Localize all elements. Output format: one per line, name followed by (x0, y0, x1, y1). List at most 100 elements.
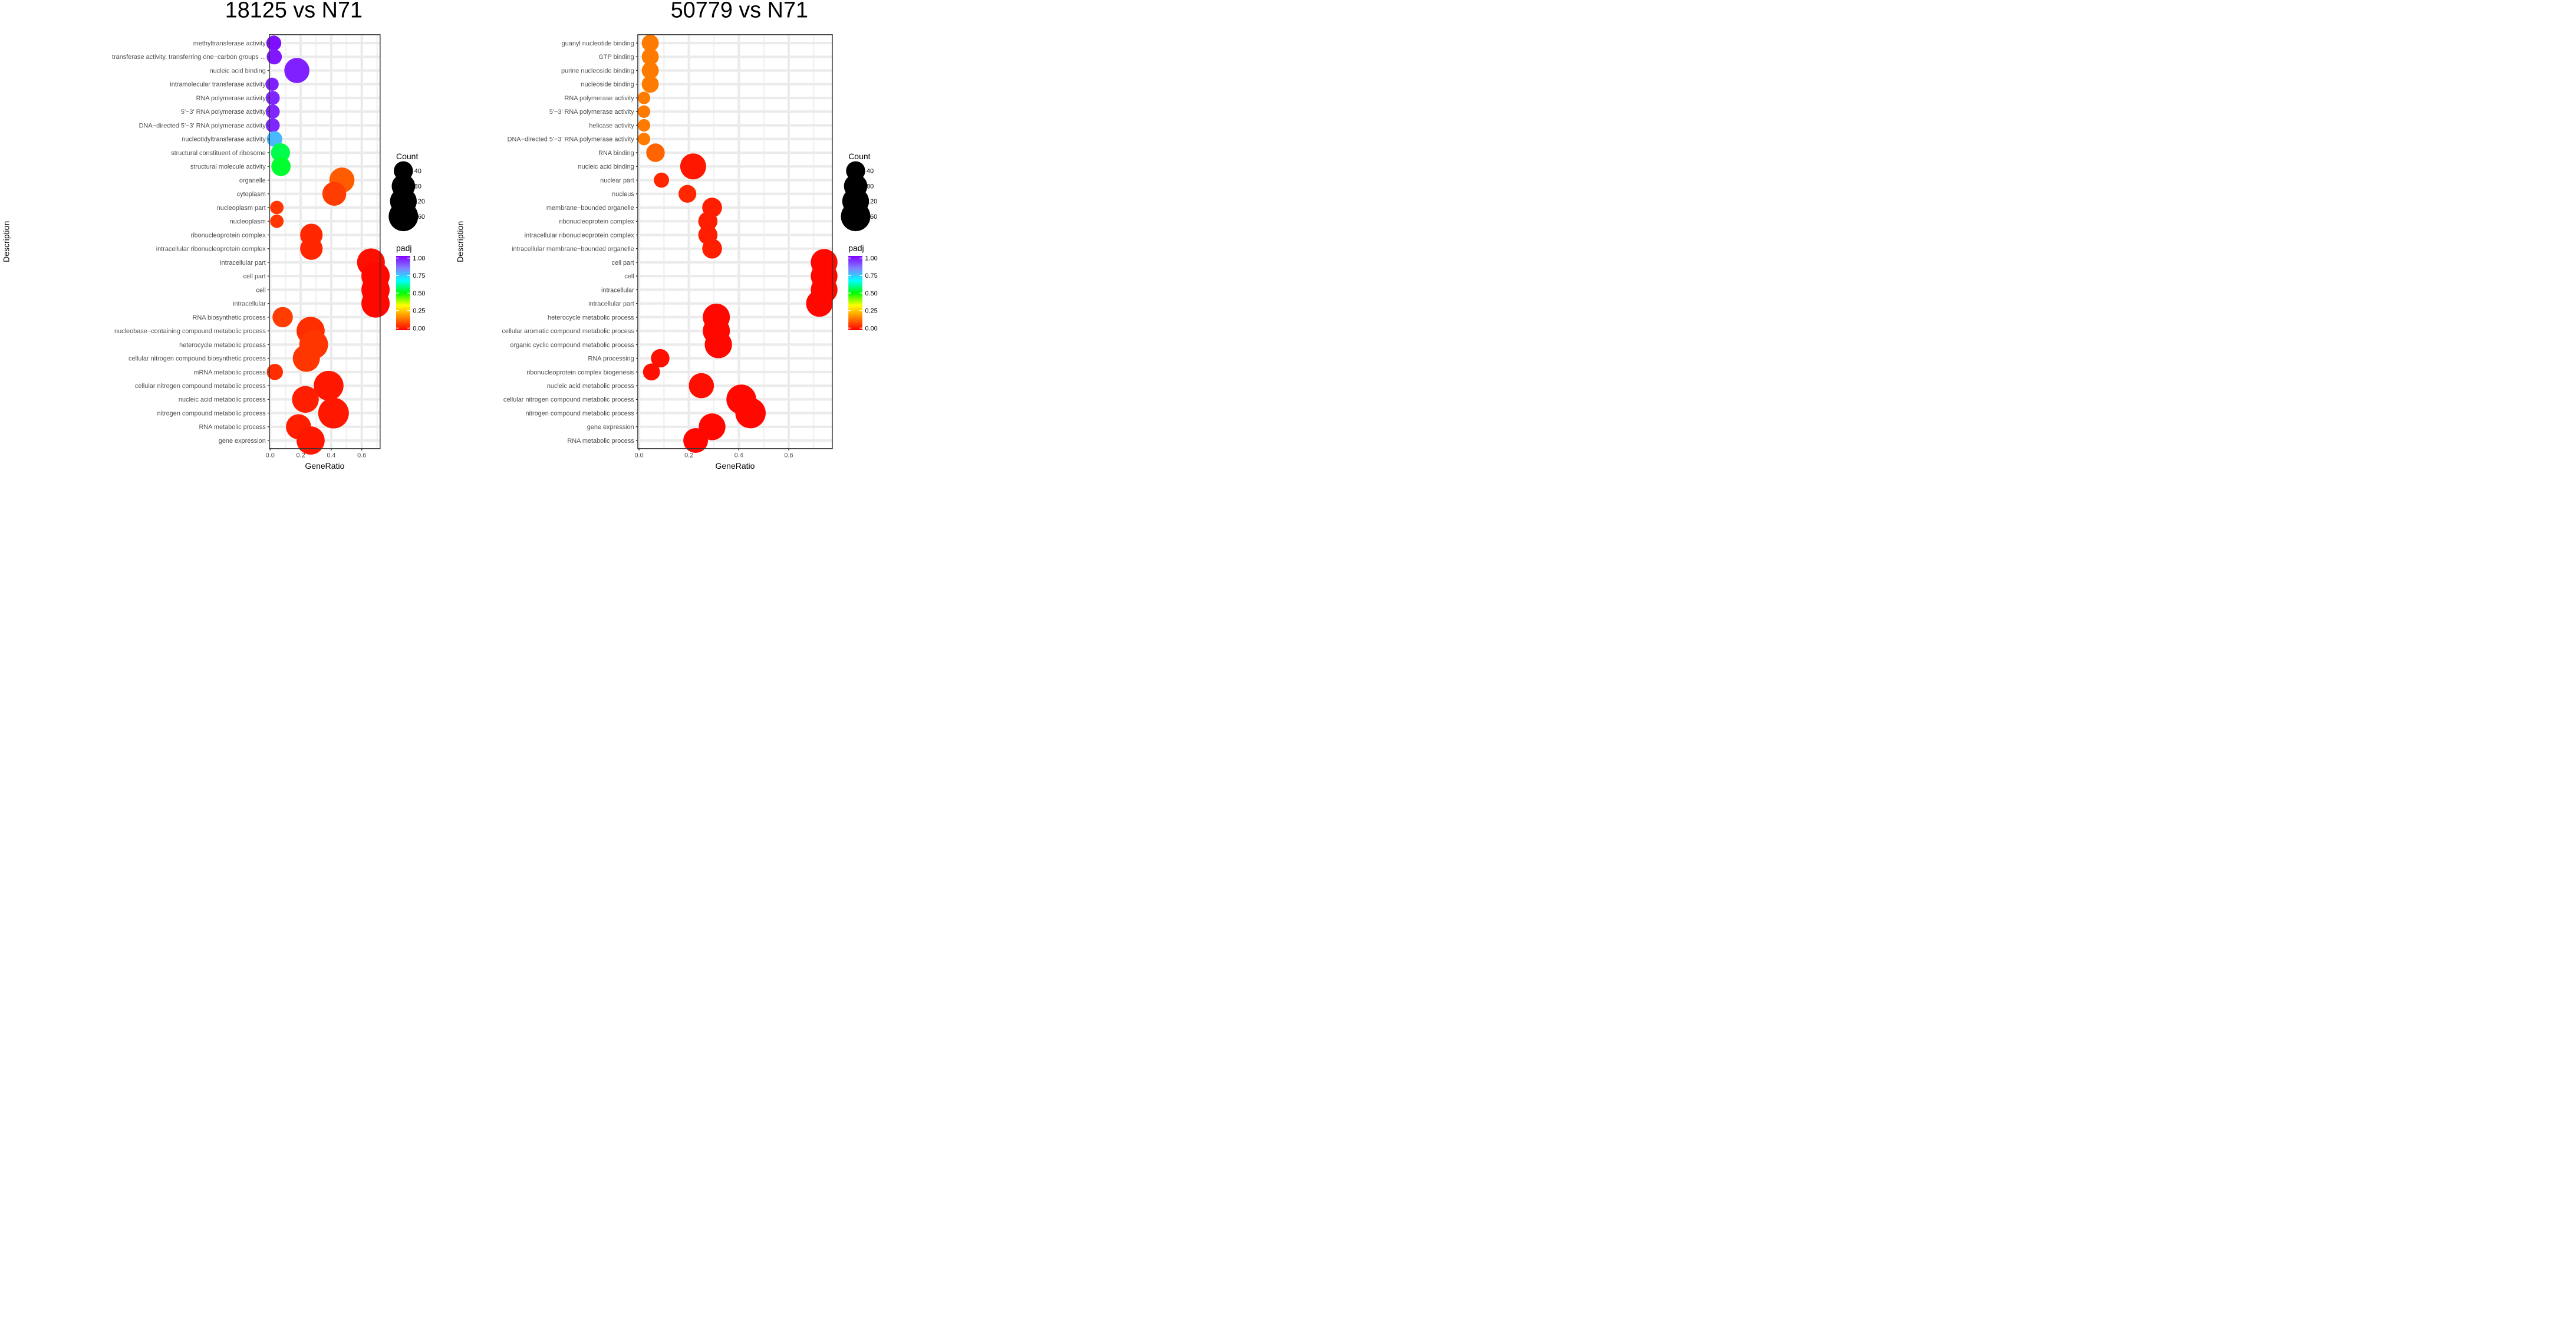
chart-title: 18125 vs N71 (225, 0, 363, 22)
data-point (646, 143, 665, 162)
y-tick-label: DNA−directed 5'−3' RNA polymerase activi… (139, 122, 266, 129)
data-point (735, 397, 766, 429)
color-legend-label: 1.00 (413, 255, 425, 262)
y-tick-label: RNA metabolic process (199, 424, 266, 431)
y-tick-label: cell (256, 287, 265, 294)
data-point (698, 211, 718, 231)
size-legend-title: Count (396, 152, 418, 161)
x-tick-label: 0.6 (357, 452, 366, 459)
x-tick-label: 0.2 (296, 452, 305, 459)
y-tick-label: nuclear part (600, 177, 634, 184)
data-point (266, 364, 284, 380)
color-legend-label: 0.75 (413, 272, 425, 280)
y-tick-label: nucleoplasm part (217, 205, 266, 212)
data-point (641, 48, 659, 65)
data-point (270, 214, 284, 228)
y-tick-label: DNA−directed 5'−3' RNA polymerase activi… (508, 136, 635, 143)
data-point (292, 386, 319, 413)
y-tick-label: ribonucleoprotein complex (190, 232, 266, 239)
y-tick-label: RNA polymerase activity (565, 95, 635, 102)
size-legend-label: 40 (867, 168, 874, 175)
y-tick-label: intracellular membrane−bounded organelle (512, 246, 634, 253)
y-axis-title: Description (2, 221, 11, 262)
y-tick-label: cell part (612, 259, 634, 267)
y-tick-label: RNA polymerase activity (196, 95, 266, 102)
y-tick-label: cellular nitrogen compound biosynthetic … (129, 356, 266, 363)
data-point (272, 307, 293, 328)
data-point (271, 143, 291, 163)
color-legend-label: 0.50 (865, 290, 877, 297)
y-tick-label: heterocycle metabolic process (548, 314, 634, 321)
y-tick-label: guanyl nucleotide binding (562, 40, 634, 47)
y-tick-label: 5'−3' RNA polymerase activity (181, 108, 266, 116)
y-tick-label: cellular nitrogen compound metabolic pro… (503, 396, 634, 403)
x-tick-label: 0.4 (734, 452, 743, 459)
y-tick-label: nucleic acid metabolic process (179, 396, 266, 403)
color-legend-title: padj (848, 244, 864, 253)
y-tick-label: methyltransferase activity (193, 40, 266, 47)
data-point (266, 131, 283, 147)
size-legend-label: 80 (867, 183, 874, 190)
data-point (297, 426, 325, 455)
y-tick-label: intramolecular transferase activity (170, 81, 266, 88)
x-tick-label: 0.2 (684, 452, 693, 459)
y-tick-label: 5'−3' RNA polymerase activity (549, 108, 634, 116)
y-tick-label: intracellular ribonucleoprotein complex (156, 246, 266, 253)
color-legend-label: 0.50 (413, 290, 425, 297)
y-tick-label: mRNA metabolic process (193, 369, 266, 376)
data-point (641, 75, 659, 93)
data-point (361, 289, 390, 318)
y-tick-label: nucleic acid metabolic process (547, 383, 634, 390)
data-point (702, 238, 722, 259)
y-tick-label: gene expression (219, 438, 266, 445)
y-tick-label: gene expression (587, 424, 634, 431)
data-point (683, 428, 709, 453)
data-point (314, 370, 344, 401)
y-tick-label: cell part (243, 273, 266, 280)
y-tick-label: organelle (239, 177, 266, 184)
y-tick-label: intracellular ribonucleoprotein complex (525, 232, 635, 239)
y-tick-label: structural molecule activity (190, 163, 266, 170)
y-tick-label: ribonucleoprotein complex biogenesis (526, 369, 634, 376)
data-point (271, 156, 291, 176)
y-tick-label: intracellular part (588, 301, 634, 308)
color-legend-label: 0.75 (865, 272, 877, 280)
y-tick-label: nucleotidyltransferase activity (182, 136, 266, 143)
data-point (637, 105, 651, 118)
data-point (704, 331, 732, 359)
y-tick-label: nucleoplasm (230, 218, 266, 225)
y-tick-label: intracellular part (220, 259, 266, 267)
data-point (689, 373, 714, 399)
color-legend-label: 0.00 (413, 325, 425, 332)
y-tick-label: ribonucleoprotein complex (559, 218, 634, 225)
size-legend-title: Count (848, 152, 870, 161)
y-tick-label: intracellular (601, 287, 634, 294)
y-axis-title: Description (456, 221, 465, 262)
x-tick-label: 0.4 (327, 452, 335, 459)
x-tick-label: 0.6 (784, 452, 793, 459)
y-tick-label: nucleus (612, 191, 634, 198)
data-point (680, 153, 706, 180)
size-legend-key (841, 202, 871, 232)
data-point (266, 49, 282, 65)
data-point (266, 35, 282, 51)
size-legend-key (388, 202, 419, 232)
chart-panel-1: 18125 vs N71 methyltransferase activity tr… (2, 0, 426, 471)
color-legend-label: 0.00 (865, 325, 877, 332)
x-axis-title: GeneRatio (305, 461, 344, 471)
color-legend-bar (848, 256, 862, 330)
y-tick-label: intracellular (233, 301, 266, 308)
data-point (637, 119, 651, 132)
data-point (637, 133, 651, 146)
chart-title: 50779 vs N71 (671, 0, 808, 22)
y-tick-label: cellular nitrogen compound metabolic pro… (135, 383, 266, 390)
color-legend-label: 1.00 (865, 255, 877, 262)
y-tick-label: purine nucleoside binding (561, 67, 634, 74)
size-legend-label: 160 (867, 213, 877, 221)
data-point (806, 290, 833, 317)
color-legend-label: 0.25 (865, 308, 877, 315)
color-legend-label: 0.25 (413, 308, 425, 315)
y-tick-label: nitrogen compound metabolic process (525, 410, 634, 417)
plot-area (637, 34, 833, 449)
